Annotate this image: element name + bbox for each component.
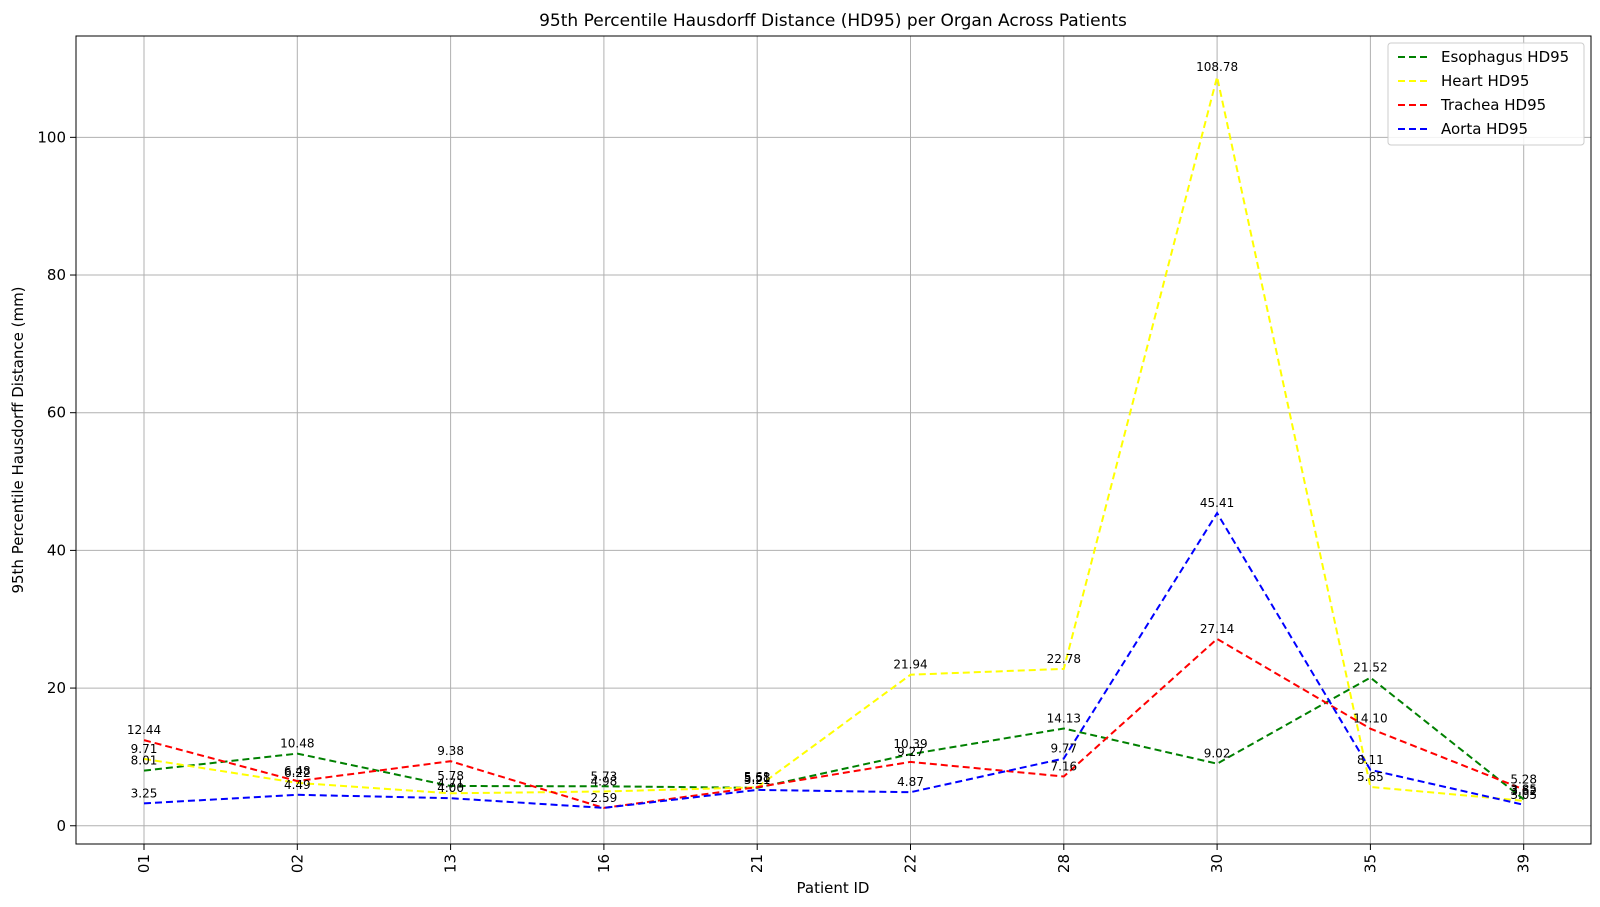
data-label-aorta-hd95: 5.21 (744, 773, 771, 787)
x-axis-label: Patient ID (797, 879, 870, 897)
legend-label-esophagus-hd95: Esophagus HD95 (1441, 48, 1569, 66)
x-tick-label: 21 (748, 854, 766, 873)
x-tick-label: 16 (595, 854, 613, 873)
y-tick-label: 40 (47, 541, 66, 559)
data-label-esophagus-hd95: 3.85 (1510, 782, 1537, 796)
x-tick-label: 02 (288, 854, 306, 873)
data-label-esophagus-hd95: 10.39 (893, 737, 927, 751)
data-label-aorta-hd95: 45.41 (1200, 496, 1234, 510)
data-label-aorta-hd95: 4.49 (284, 778, 311, 792)
data-label-trachea-hd95: 5.28 (1510, 772, 1537, 786)
legend-box (1387, 42, 1585, 146)
data-label-trachea-hd95: 7.16 (1050, 759, 1077, 773)
data-label-aorta-hd95: 9.77 (1050, 741, 1077, 755)
series-lines (143, 76, 1525, 809)
chart-title: 95th Percentile Hausdorff Distance (HD95… (539, 11, 1127, 31)
data-label-esophagus-hd95: 10.48 (280, 737, 314, 751)
data-label-aorta-hd95: 2.59 (591, 791, 618, 805)
data-labels: 8.01 10.48 5.78 5.73 5.51 10.39 14.13 9.02 21.52… (127, 60, 1537, 805)
data-label-trachea-hd95: 14.10 (1353, 712, 1387, 726)
data-label-aorta-hd95: 3.25 (131, 786, 158, 800)
data-label-heart-hd95: 5.58 (744, 770, 771, 784)
chart-legend: Esophagus HD95 Heart HD95 Trachea HD95 Aort… (1387, 42, 1585, 146)
data-label-heart-hd95: 4.98 (591, 774, 618, 788)
plot-frame (75, 35, 1592, 845)
data-label-esophagus-hd95: 21.52 (1353, 661, 1387, 675)
x-tick-label: 30 (1208, 854, 1226, 873)
y-axis-label: 95th Percentile Hausdorff Distance (mm) (9, 286, 27, 593)
series-line-heart-hd95 (143, 76, 1524, 802)
y-tick-label: 100 (37, 128, 66, 146)
data-label-trachea-hd95: 5.61 (744, 770, 771, 784)
data-label-esophagus-hd95: 14.13 (1047, 711, 1081, 725)
data-label-heart-hd95: 22.78 (1047, 652, 1081, 666)
y-tick-label: 80 (47, 266, 66, 284)
legend-label-heart-hd95: Heart HD95 (1441, 72, 1529, 90)
x-tick-label: 39 (1515, 854, 1533, 873)
y-axis-ticks: 0 20 40 60 80 100 (37, 128, 76, 835)
data-label-aorta-hd95: 8.11 (1357, 753, 1384, 767)
x-tick-label: 01 (135, 854, 153, 873)
data-label-trachea-hd95: 9.38 (437, 744, 464, 758)
series-line-aorta-hd95 (143, 511, 1524, 809)
data-label-heart-hd95: 9.71 (131, 742, 158, 756)
series-line-trachea-hd95 (143, 637, 1525, 809)
data-label-aorta-hd95: 4.00 (437, 781, 464, 795)
data-label-aorta-hd95: 4.87 (897, 775, 924, 789)
y-tick-label: 20 (47, 679, 66, 697)
data-label-esophagus-hd95: 5.78 (437, 769, 464, 783)
y-tick-label: 60 (47, 404, 66, 422)
x-tick-label: 35 (1361, 854, 1379, 873)
data-label-heart-hd95: 108.78 (1196, 60, 1238, 74)
x-axis-ticks: 01 02 13 16 21 22 28 30 35 39 (135, 844, 1533, 873)
legend-label-trachea-hd95: Trachea HD95 (1440, 96, 1546, 114)
legend-label-aorta-hd95: Aorta HD95 (1441, 120, 1528, 138)
x-tick-label: 22 (902, 854, 920, 873)
data-label-heart-hd95: 4.71 (437, 776, 464, 790)
data-label-esophagus-hd95: 5.51 (744, 771, 771, 785)
data-label-heart-hd95: 21.94 (893, 658, 927, 672)
series-line-esophagus-hd95 (143, 676, 1525, 801)
data-label-esophagus-hd95: 5.73 (591, 769, 618, 783)
grid-lines (76, 36, 1591, 844)
data-label-esophagus-hd95: 9.02 (1204, 747, 1231, 761)
data-label-trachea-hd95: 9.27 (897, 745, 924, 759)
data-label-heart-hd95: 5.65 (1357, 770, 1384, 784)
data-label-trachea-hd95: 6.48 (284, 764, 311, 778)
data-label-aorta-hd95: 3.05 (1510, 788, 1537, 802)
data-label-trachea-hd95: 27.14 (1200, 622, 1234, 636)
data-label-heart-hd95: 3.62 (1510, 784, 1537, 798)
data-label-trachea-hd95: 12.44 (127, 723, 161, 737)
x-tick-label: 13 (442, 854, 460, 873)
data-label-esophagus-hd95: 8.01 (131, 754, 158, 768)
y-tick-label: 0 (56, 817, 66, 835)
data-label-heart-hd95: 6.22 (284, 766, 311, 780)
x-tick-label: 28 (1055, 854, 1073, 873)
